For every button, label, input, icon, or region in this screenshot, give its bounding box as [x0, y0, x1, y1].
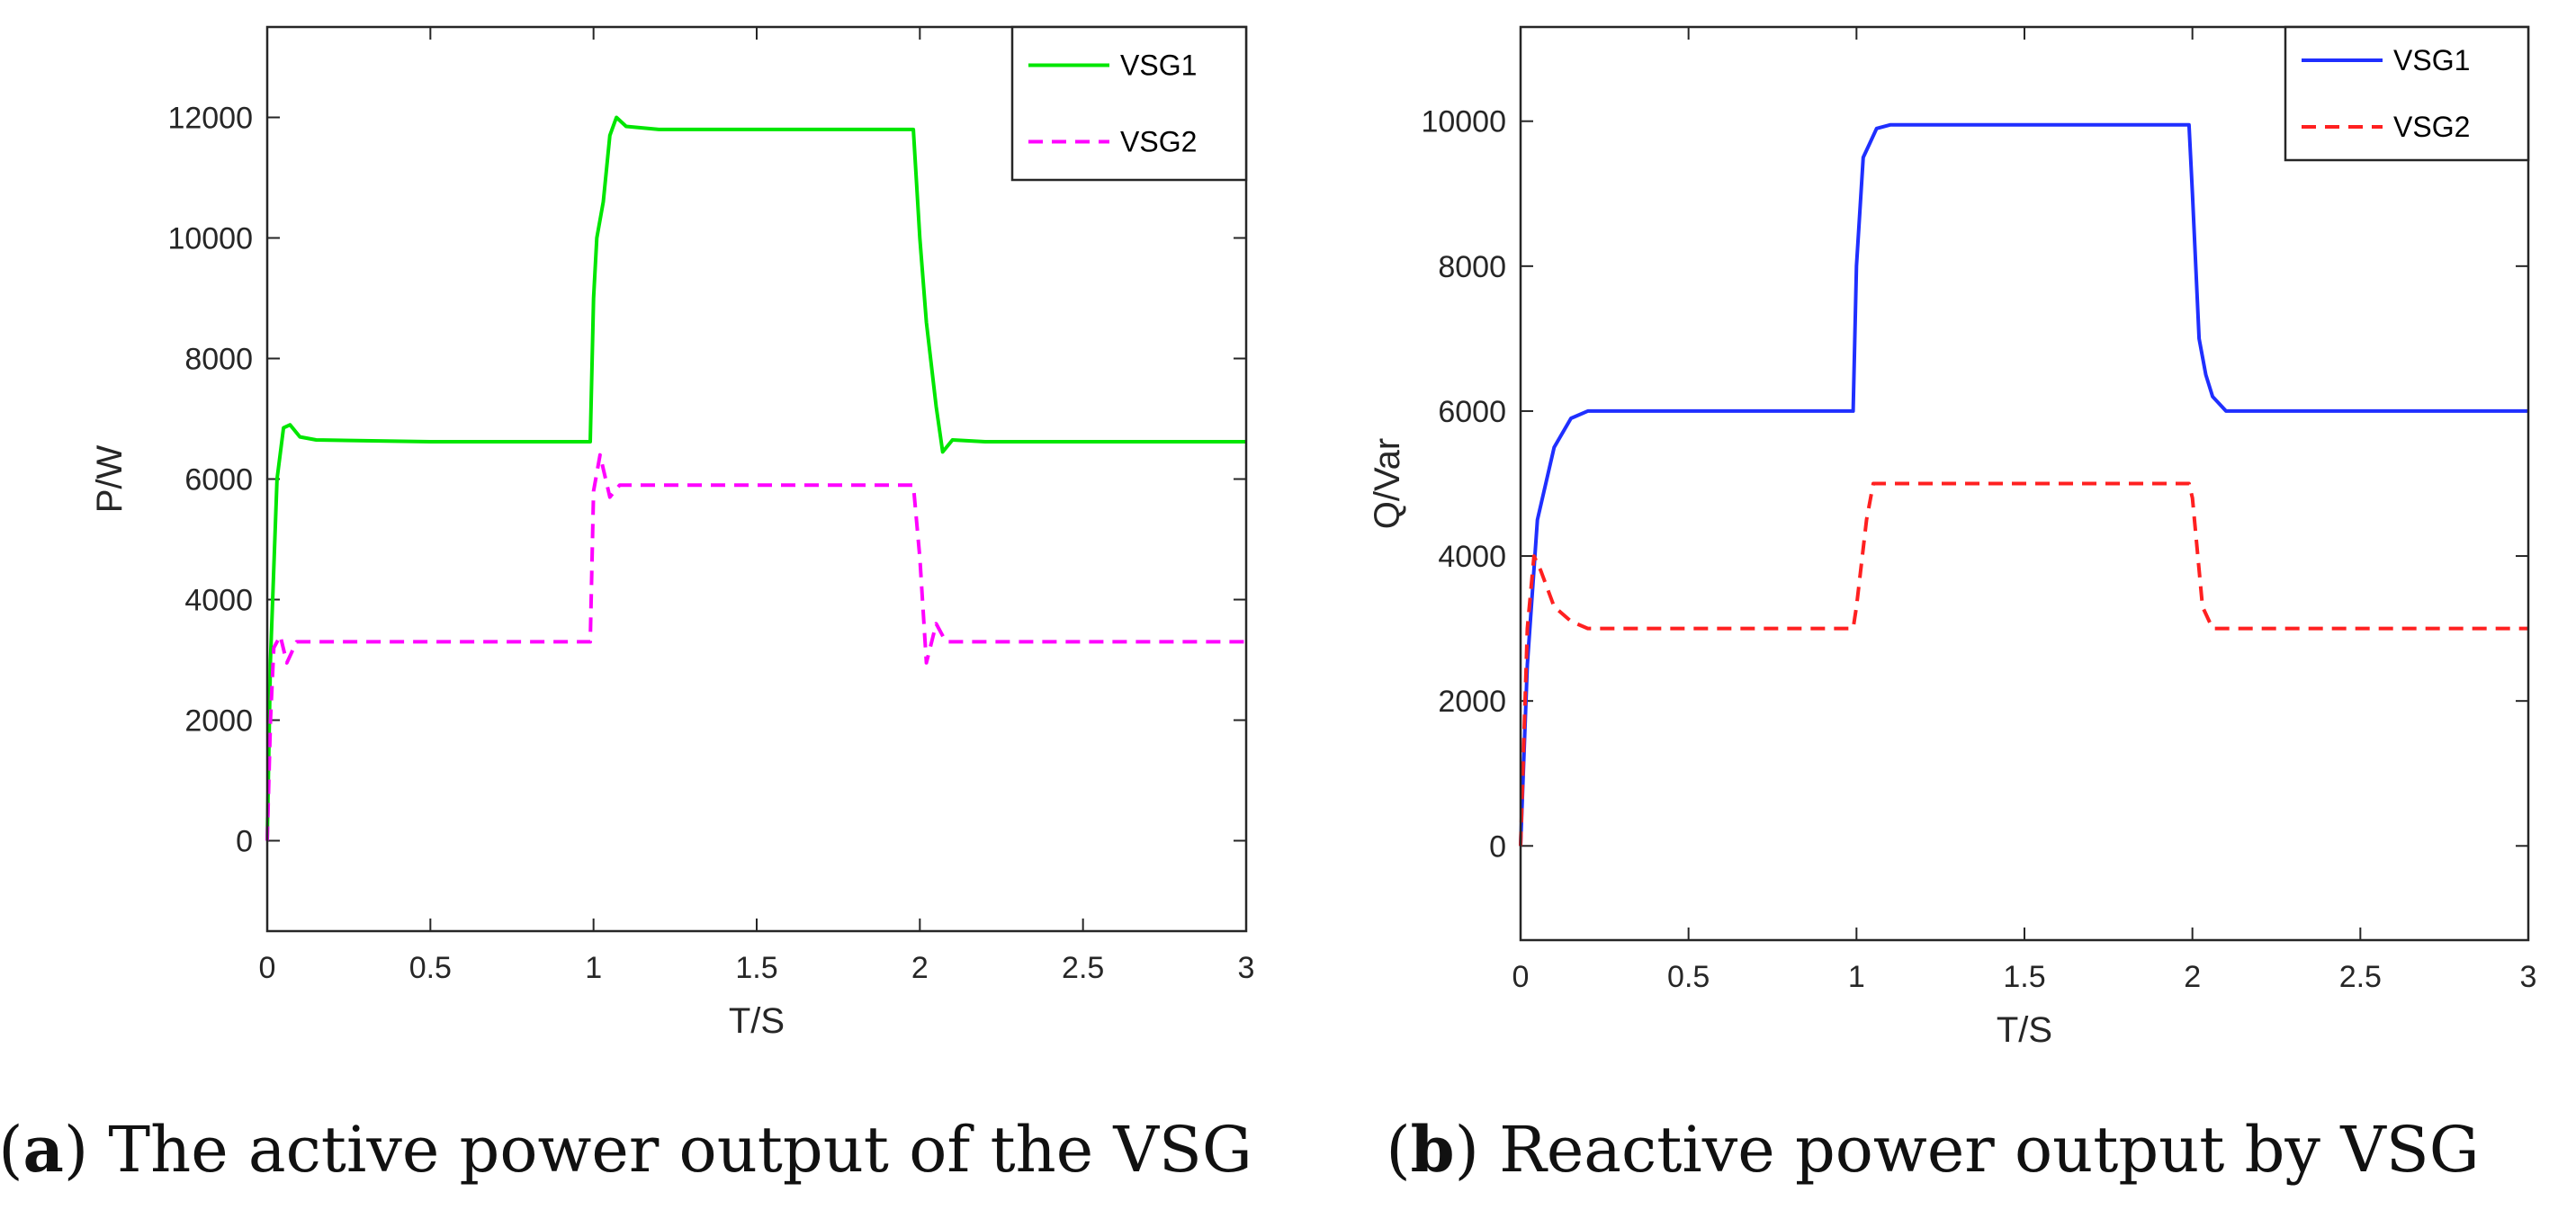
y-tick-label-b: 6000: [1438, 395, 1506, 429]
x-tick-label-b: 1.5: [2003, 960, 2045, 994]
plot-frame-b: [1519, 25, 2530, 942]
caption-b-text: Reactive power output by VSG: [1499, 1113, 2479, 1187]
y-tick-label-b: 2000: [1438, 685, 1506, 719]
chart-b-reactive-power: 0 0.5 1 1.5 2 2.5 3 0 2000 4000 6000 8000 10000 T/S Q/…: [1368, 25, 2537, 1050]
y-tick-label-b: 4000: [1438, 540, 1506, 574]
x-tick-label-b: 2.5: [2339, 960, 2382, 994]
x-tick-label-b: 0.5: [1667, 960, 1710, 994]
x-tick-label-a: 0: [259, 951, 276, 985]
x-axis-label-b: T/S: [1997, 1010, 2052, 1050]
y-tick-label-b: 10000: [1421, 105, 1506, 139]
legend-label-a-vsg1: VSG1: [1120, 49, 1197, 82]
series-line-b-vsg1: [1519, 122, 2528, 847]
y-tick-label-a: 2000: [184, 704, 253, 739]
y-tick-label-a: 10000: [167, 222, 253, 256]
series-line-a-vsg2: [265, 453, 1246, 841]
caption-a-text: The active power output of the VSG: [108, 1113, 1252, 1187]
series-line-a-vsg1: [265, 115, 1246, 841]
y-tick-label-a: 12000: [167, 102, 253, 136]
y-tick-label-b: 0: [1489, 829, 1506, 864]
plot-frame-a: [265, 25, 1248, 933]
x-tick-label-a: 1: [585, 951, 602, 985]
legend-label-b-vsg2: VSG2: [2393, 111, 2470, 143]
y-tick-label-a: 8000: [184, 343, 253, 377]
caption-b-letter: b: [1411, 1112, 1455, 1187]
y-tick-label-b: 8000: [1438, 250, 1506, 284]
legend-box-a: [1010, 25, 1248, 182]
y-tick-label-a: 6000: [184, 463, 253, 497]
x-tick-label-a: 0.5: [409, 951, 452, 985]
x-tick-label-a: 3: [1238, 951, 1255, 985]
x-axis-label-a: T/S: [729, 1001, 785, 1041]
x-tick-label-b: 1: [1848, 960, 1865, 994]
y-tick-label-a: 0: [236, 825, 253, 859]
legend-label-a-vsg2: VSG2: [1120, 126, 1197, 158]
x-tick-label-a: 2: [911, 951, 929, 985]
caption-a-letter: a: [23, 1112, 64, 1187]
x-tick-label-b: 3: [2520, 960, 2537, 994]
legend-label-b-vsg1: VSG1: [2393, 44, 2470, 76]
x-tick-label-a: 2.5: [1062, 951, 1104, 985]
caption-a: (a) The active power output of the VSG: [0, 1112, 1252, 1187]
x-tick-label-b: 0: [1512, 960, 1530, 994]
caption-b: (b) Reactive power output by VSG: [1386, 1112, 2479, 1187]
x-tick-label-b: 2: [2184, 960, 2201, 994]
legend-box-b: [2284, 25, 2530, 162]
chart-a-active-power: 0 0.5 1 1.5 2 2.5 3 0 2000 4000 6000 8000 10000 12000…: [90, 25, 1255, 1041]
y-axis-label-b: Q/Var: [1368, 438, 1407, 530]
x-tick-label-a: 1.5: [735, 951, 777, 985]
y-tick-label-a: 4000: [184, 584, 253, 618]
y-axis-label-a: P/W: [90, 444, 130, 513]
